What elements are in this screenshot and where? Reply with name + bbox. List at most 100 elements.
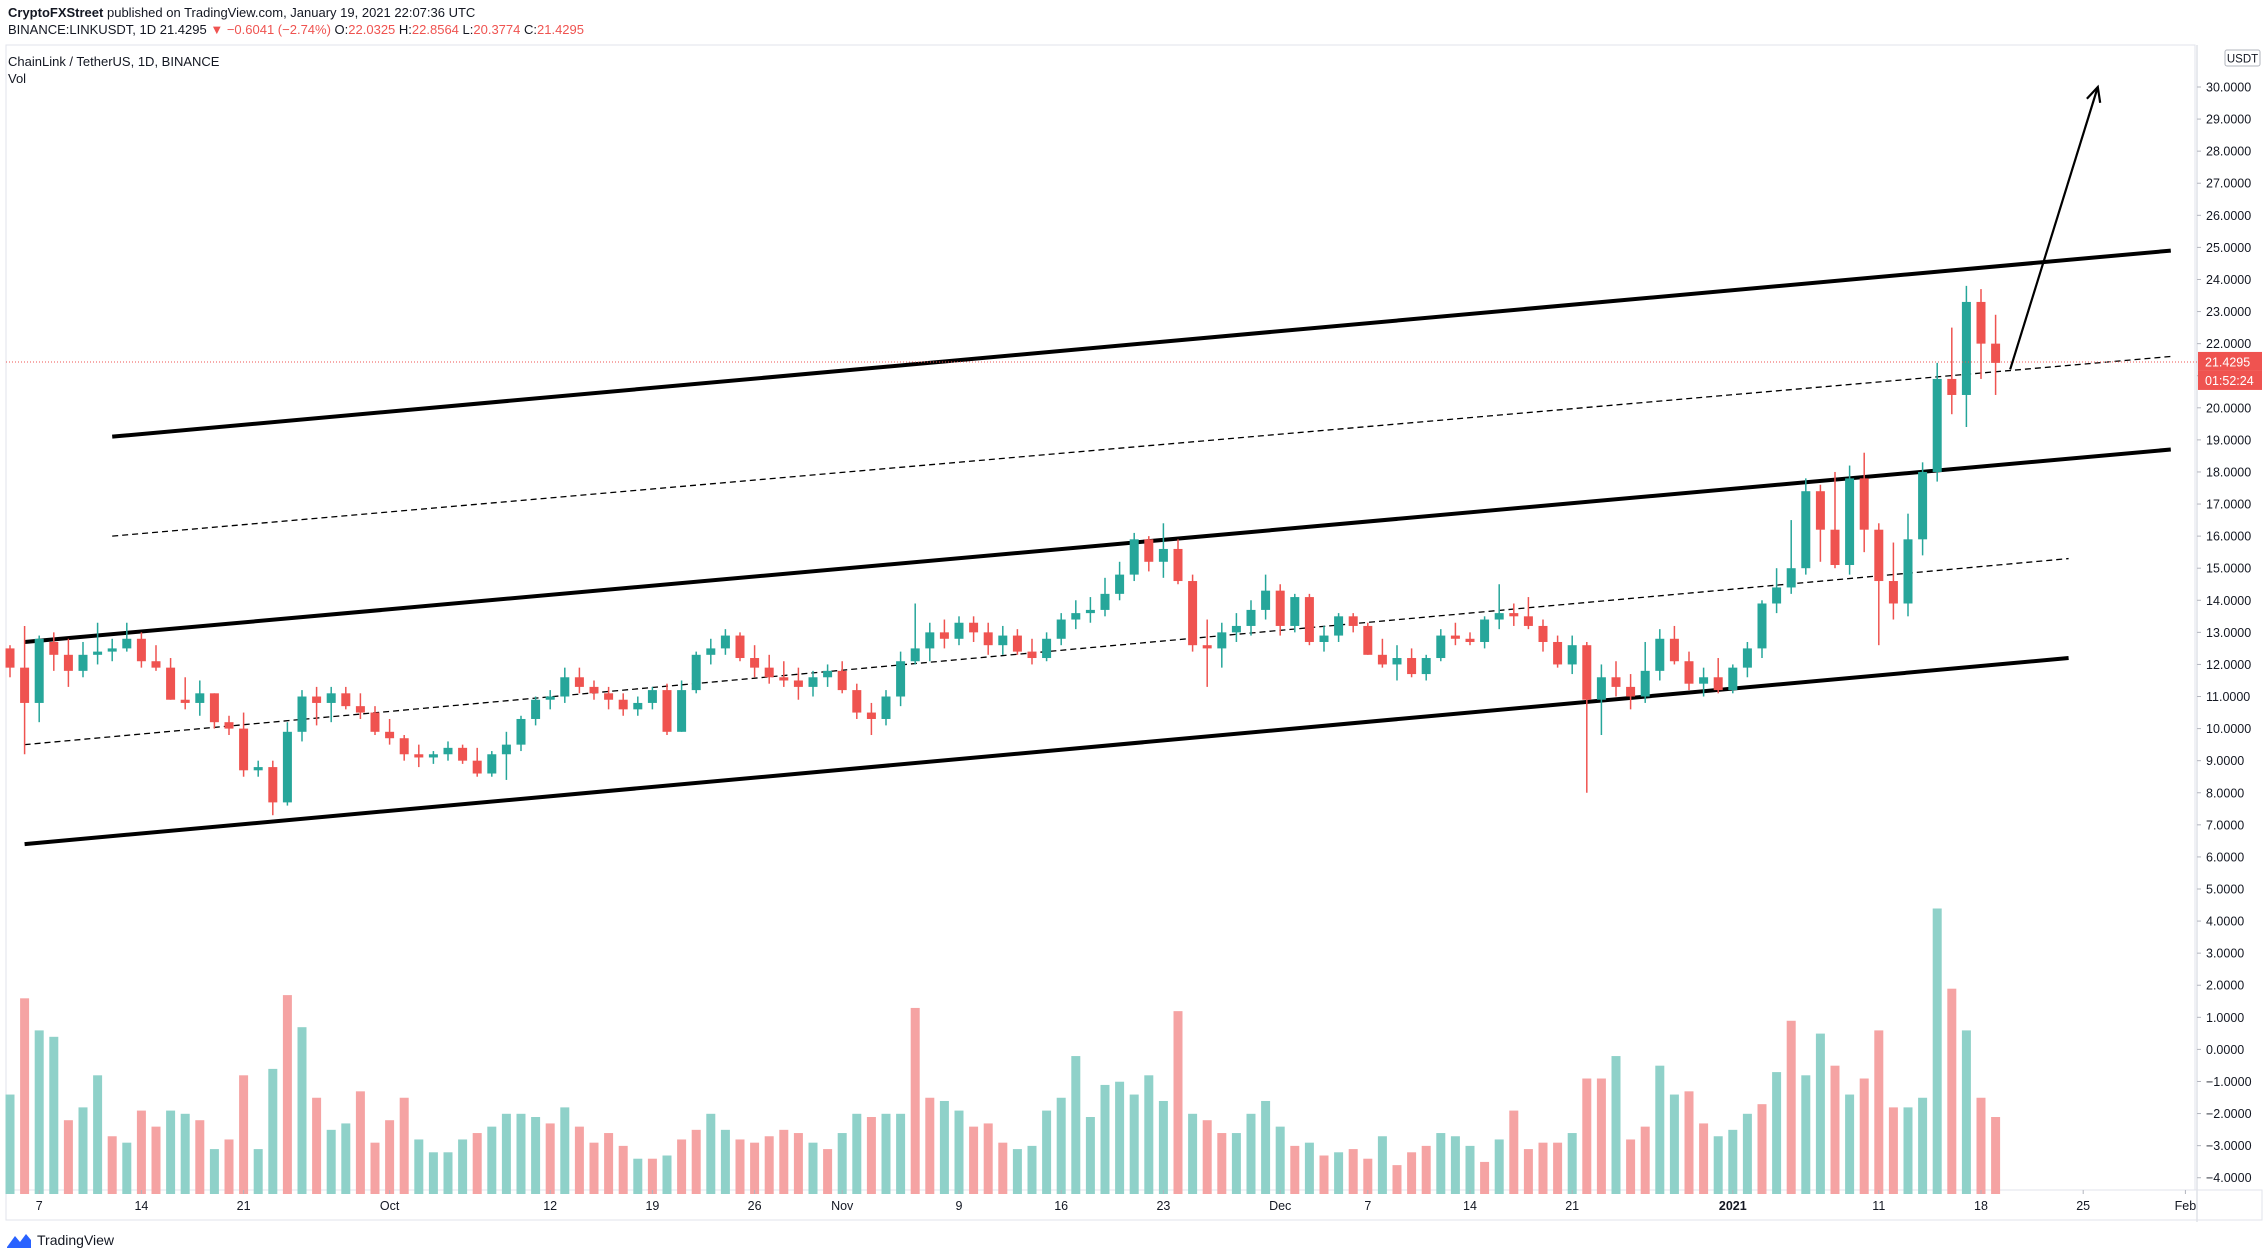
time-tick-label: Dec xyxy=(1269,1199,1291,1213)
author-name[interactable]: CryptoFXStreet xyxy=(8,5,104,20)
volume-bar xyxy=(866,1117,876,1194)
volume-bar xyxy=(1421,1145,1431,1194)
candle-body xyxy=(1144,539,1154,562)
candle-body xyxy=(516,718,526,745)
volume-bar xyxy=(545,1123,555,1194)
volume-bar xyxy=(852,1113,862,1194)
candle xyxy=(1421,654,1431,681)
time-tick-label: Oct xyxy=(380,1199,400,1213)
candle-body xyxy=(1918,471,1928,540)
volume-bar xyxy=(910,1007,920,1194)
candle xyxy=(472,747,482,777)
candle-body xyxy=(1377,654,1387,665)
candle xyxy=(1071,600,1081,630)
candle xyxy=(282,722,292,806)
volume-bar xyxy=(428,1152,438,1194)
high-value: 22.8564 xyxy=(411,22,459,37)
candle xyxy=(1158,523,1168,578)
candle-body xyxy=(852,690,862,713)
candle xyxy=(735,632,745,662)
projection-arrow-head xyxy=(2086,84,2102,103)
volume-bar xyxy=(1363,1158,1373,1194)
candle-body xyxy=(1334,616,1344,636)
volume-bar xyxy=(1786,1020,1796,1194)
candle xyxy=(954,616,964,646)
candle xyxy=(1859,452,1869,553)
candle-body xyxy=(545,696,555,700)
volume-bar xyxy=(1932,908,1942,1194)
price-tick-label: 13.0000 xyxy=(2206,626,2251,640)
time-tick-label: 2021 xyxy=(1719,1199,1747,1213)
time-tick-label: 9 xyxy=(956,1199,963,1213)
candle-body xyxy=(1188,581,1198,646)
volume-bar xyxy=(1392,1165,1402,1194)
volume-bar xyxy=(1582,1078,1592,1194)
volume-bar xyxy=(414,1139,424,1194)
volume-bar xyxy=(458,1139,468,1194)
volume-bar xyxy=(1961,1030,1971,1194)
candle xyxy=(297,690,307,742)
volume-bar xyxy=(1085,1117,1095,1194)
price-tick-label: 22.0000 xyxy=(2206,337,2251,351)
volume-bar xyxy=(399,1097,409,1194)
candle-body xyxy=(1728,667,1738,691)
candle-body xyxy=(677,690,687,732)
channel-bottom-trendline xyxy=(24,656,2069,847)
volume-bar xyxy=(1319,1155,1329,1194)
candle xyxy=(1932,362,1942,482)
candle xyxy=(1553,635,1563,668)
candle xyxy=(341,686,351,710)
price-tick-label: −4.0000 xyxy=(2206,1171,2252,1185)
volume-bar xyxy=(107,1136,117,1194)
volume-bar xyxy=(808,1142,818,1194)
high-label: H: xyxy=(398,22,412,37)
candle-body xyxy=(1742,648,1752,668)
price-tick-label: 11.0000 xyxy=(2206,690,2250,704)
candle xyxy=(662,683,672,736)
candle-body xyxy=(1231,625,1241,633)
volume-bar xyxy=(5,1094,15,1194)
candle xyxy=(1655,629,1665,681)
candle-body xyxy=(1407,658,1417,675)
candle-body xyxy=(487,754,497,774)
candle-body xyxy=(312,696,322,703)
candle-body xyxy=(1523,616,1533,626)
candle xyxy=(1669,625,1679,665)
candle-body xyxy=(1815,491,1825,530)
candle-body xyxy=(1801,491,1811,569)
channel-middle-trendline xyxy=(24,447,2171,644)
candle-body xyxy=(5,648,15,668)
volume-bar xyxy=(472,1133,482,1194)
candle-body xyxy=(1275,590,1285,626)
tradingview-logo[interactable]: TradingView xyxy=(6,1231,114,1249)
candle xyxy=(1684,651,1694,691)
candle-body xyxy=(896,661,906,697)
currency-box xyxy=(2224,49,2261,67)
last-price-value: 21.4295 xyxy=(159,22,207,37)
volume-indicator-label[interactable]: Vol xyxy=(8,71,27,86)
volume-bar xyxy=(1742,1113,1752,1194)
price-tick-label: 25.0000 xyxy=(2206,241,2251,255)
candle xyxy=(1582,641,1592,793)
candle xyxy=(209,693,219,729)
volume-bar xyxy=(1626,1139,1636,1194)
candle-body xyxy=(224,722,234,729)
candle-body xyxy=(341,693,351,707)
price-tick-label: 12.0000 xyxy=(2206,658,2251,672)
volume-bar xyxy=(896,1113,906,1194)
candle xyxy=(516,715,526,752)
candle xyxy=(1144,536,1154,572)
candle xyxy=(779,661,789,687)
published-text: published on TradingView.com, January 19… xyxy=(106,5,476,20)
candle xyxy=(1611,661,1621,697)
volume-bar xyxy=(1991,1117,2001,1194)
candle xyxy=(618,693,628,716)
candle xyxy=(560,667,570,703)
candle-body xyxy=(399,738,409,755)
volume-bar xyxy=(1918,1097,1928,1194)
volume-bar xyxy=(1465,1145,1475,1194)
candle xyxy=(107,638,117,662)
volume-bar xyxy=(1188,1113,1198,1194)
price-tick-label: 23.0000 xyxy=(2206,305,2251,319)
